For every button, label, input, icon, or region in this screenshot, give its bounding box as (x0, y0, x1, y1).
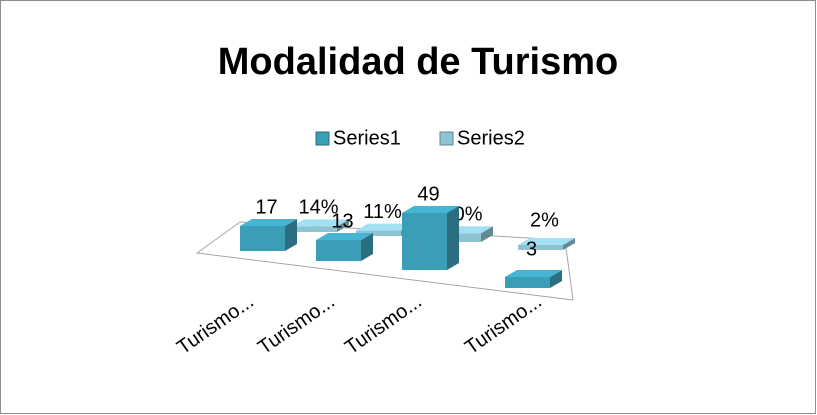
bar (316, 233, 373, 261)
bar-face (550, 270, 562, 288)
bar (518, 238, 575, 250)
bar (505, 270, 562, 288)
bar-face (518, 238, 575, 245)
data-label: 2% (530, 209, 559, 231)
data-label: 11% (363, 201, 402, 223)
data-label: 17 (255, 196, 277, 218)
bar-face (518, 245, 563, 250)
bar (402, 206, 459, 270)
bar-face (361, 233, 373, 261)
bar-face (285, 219, 297, 251)
bar-face (505, 277, 550, 288)
data-label: 3 (526, 238, 537, 260)
bar (292, 219, 349, 232)
legend-label: Series2 (457, 127, 525, 149)
bar-face (447, 206, 459, 270)
legend-swatch (315, 131, 330, 146)
data-label: 13 (331, 210, 353, 232)
bar-face (402, 206, 459, 213)
bar-face (240, 226, 285, 251)
bar-face (337, 219, 349, 232)
bar-face (481, 226, 493, 242)
bar-face (563, 238, 575, 250)
bar-face (356, 223, 413, 231)
bar-face (316, 233, 373, 240)
bar-face (292, 226, 337, 232)
bar-face (505, 270, 562, 277)
bar-face (292, 219, 349, 227)
bar-face (240, 219, 297, 226)
bar-face (316, 240, 361, 261)
legend-swatch (439, 131, 454, 146)
legend-label: Series1 (333, 127, 401, 149)
bar (240, 219, 297, 251)
bar-face (402, 213, 447, 270)
chart-title: Modalidad de Turismo (218, 41, 618, 83)
data-label: 14% (298, 197, 338, 219)
data-label: 49 (417, 183, 439, 205)
